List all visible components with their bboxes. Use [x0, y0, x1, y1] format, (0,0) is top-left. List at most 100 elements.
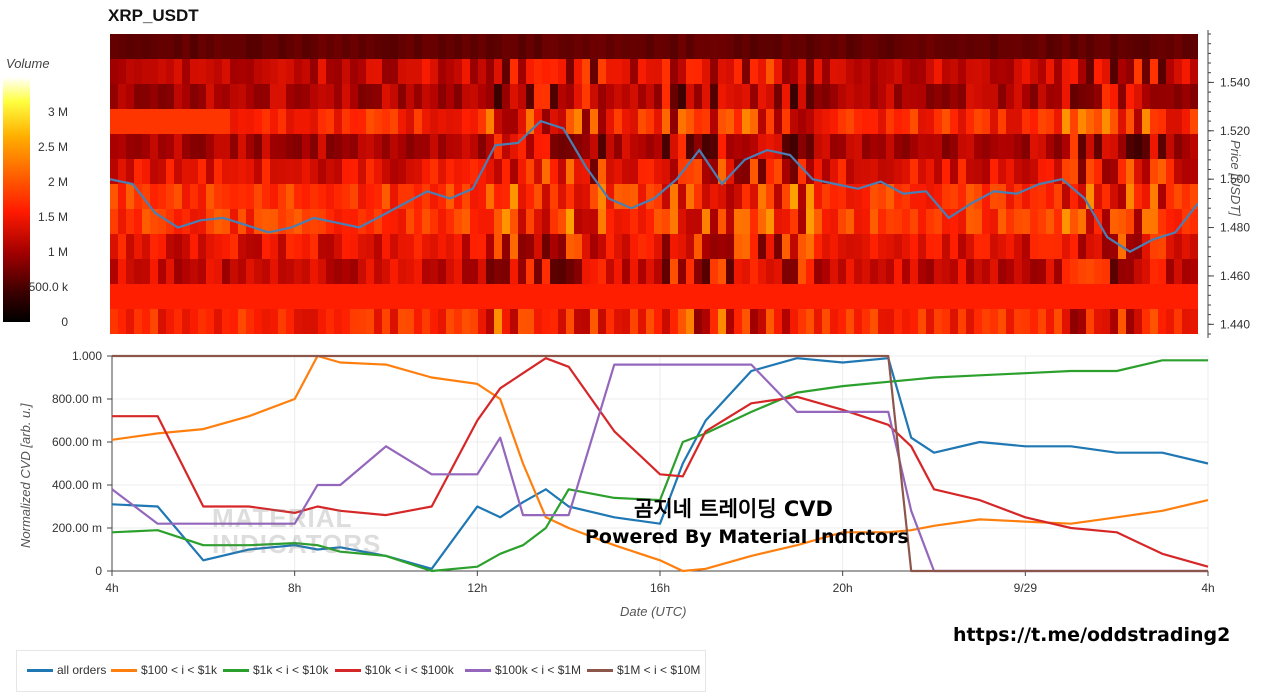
heatmap-cell — [1062, 34, 1071, 60]
heatmap-cell — [398, 209, 407, 235]
heatmap-cell — [1078, 309, 1087, 334]
heatmap-cell — [870, 159, 879, 185]
legend-item-all-orders[interactable]: all orders — [27, 663, 106, 677]
heatmap-cell — [574, 234, 583, 260]
heatmap-cell — [214, 234, 223, 260]
heatmap-cell — [222, 159, 231, 185]
heatmap-cell — [878, 134, 887, 160]
heatmap-cell — [758, 159, 767, 185]
heatmap-cell — [110, 109, 119, 135]
heatmap-cell — [238, 34, 247, 60]
heatmap-cell — [950, 184, 959, 210]
heatmap-cell — [1118, 159, 1127, 185]
price-volume-heatmap[interactable] — [110, 34, 1198, 334]
heatmap-cell — [462, 109, 471, 135]
heatmap-cell — [206, 84, 215, 110]
heatmap-cell — [598, 59, 607, 85]
heatmap-cell — [966, 209, 975, 235]
heatmap-cell — [934, 159, 943, 185]
heatmap-cell — [1022, 309, 1031, 334]
heatmap-cell — [134, 284, 143, 310]
heatmap-cell — [774, 159, 783, 185]
heatmap-cell — [598, 309, 607, 334]
heatmap-cell — [230, 259, 239, 285]
heatmap-cell — [358, 59, 367, 85]
heatmap-cell — [1150, 309, 1159, 334]
heatmap-cell — [198, 309, 207, 334]
heatmap-cell — [334, 209, 343, 235]
heatmap-cell — [462, 309, 471, 334]
heatmap-cell — [142, 284, 151, 310]
heatmap-cell — [454, 309, 463, 334]
heatmap-cell — [550, 59, 559, 85]
heatmap-cell — [1038, 259, 1047, 285]
heatmap-cell — [342, 84, 351, 110]
heatmap-cell — [630, 209, 639, 235]
heatmap-cell — [1190, 84, 1198, 110]
heatmap-cell — [166, 234, 175, 260]
heatmap-cell — [990, 84, 999, 110]
heatmap-cell — [726, 34, 735, 60]
heatmap-cell — [974, 84, 983, 110]
legend-item-100k-1m[interactable]: $100k < i < $1M — [465, 663, 581, 677]
heatmap-cell — [446, 59, 455, 85]
heatmap-cell — [390, 234, 399, 260]
heatmap-cell — [782, 209, 791, 235]
heatmap-cell — [190, 159, 199, 185]
heatmap-cell — [1158, 184, 1167, 210]
heatmap-cell — [342, 309, 351, 334]
heatmap-cell — [1006, 84, 1015, 110]
heatmap-cell — [598, 184, 607, 210]
heatmap-cell — [126, 309, 135, 334]
heatmap-cell — [710, 284, 719, 310]
heatmap-cell — [414, 59, 423, 85]
heatmap-cell — [574, 59, 583, 85]
heatmap-cell — [174, 259, 183, 285]
heatmap-cell — [1134, 34, 1143, 60]
heatmap-cell — [286, 234, 295, 260]
legend-item-100-1k[interactable]: $100 < i < $1k — [111, 663, 217, 677]
heatmap-cell — [1030, 234, 1039, 260]
x-axis-title: Date (UTC) — [620, 604, 687, 619]
heatmap-cell — [1102, 184, 1111, 210]
heatmap-cell — [438, 209, 447, 235]
heatmap-cell — [830, 284, 839, 310]
heatmap-cell — [502, 259, 511, 285]
heatmap-cell — [214, 284, 223, 310]
legend-item-1m-10m[interactable]: $1M < i < $10M — [587, 663, 700, 677]
heatmap-cell — [1086, 159, 1095, 185]
heatmap-cell — [926, 84, 935, 110]
heatmap-cell — [310, 134, 319, 160]
heatmap-cell — [798, 34, 807, 60]
heatmap-cell — [1038, 309, 1047, 334]
heatmap-cell — [966, 184, 975, 210]
heatmap-cell — [974, 109, 983, 135]
heatmap-cell — [446, 184, 455, 210]
heatmap-cell — [582, 109, 591, 135]
heatmap-cell — [486, 134, 495, 160]
heatmap-cell — [150, 184, 159, 210]
heatmap-cell — [262, 109, 271, 135]
heatmap-cell — [278, 59, 287, 85]
heatmap-cell — [206, 184, 215, 210]
heatmap-cell — [150, 259, 159, 285]
heatmap-cell — [614, 234, 623, 260]
legend-item-10k-100k[interactable]: $10k < i < $100k — [335, 663, 454, 677]
heatmap-cell — [830, 134, 839, 160]
heatmap-cell — [302, 34, 311, 60]
heatmap-cell — [894, 134, 903, 160]
telegram-url[interactable]: https://t.me/oddstrading2 — [953, 624, 1231, 646]
heatmap-cell — [1006, 159, 1015, 185]
heatmap-cell — [494, 134, 503, 160]
legend-item-1k-10k[interactable]: $1k < i < $10k — [223, 663, 328, 677]
legend-label: $100 < i < $1k — [141, 663, 218, 677]
heatmap-cell — [718, 34, 727, 60]
heatmap-cell — [142, 109, 151, 135]
heatmap-cell — [1014, 34, 1023, 60]
heatmap-cell — [398, 309, 407, 334]
watermark-title: 곰지네 트레이딩 CVD — [634, 497, 833, 521]
heatmap-cell — [1174, 284, 1183, 310]
heatmap-cell — [310, 234, 319, 260]
heatmap-cell — [966, 109, 975, 135]
